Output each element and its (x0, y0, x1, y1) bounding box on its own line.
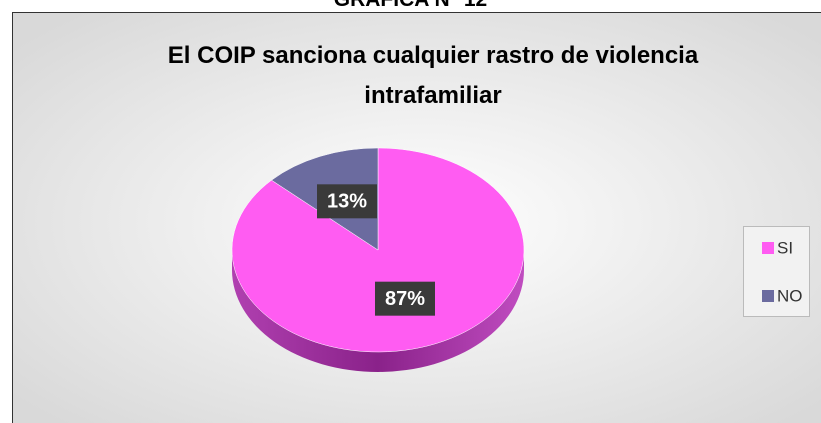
legend-label: NO (777, 286, 803, 305)
data-label-bg (317, 184, 378, 219)
data-label-bg (374, 281, 435, 316)
legend-swatch (762, 242, 774, 254)
pie-side (232, 250, 524, 372)
page-header: GRÁFICA N° 12 (0, 0, 821, 12)
chart-title: El COIP sanciona cualquier rastro de vio… (167, 42, 699, 109)
data-label: 87% (385, 288, 425, 310)
legend-label: SI (777, 238, 793, 257)
legend-box (743, 226, 810, 317)
legend-swatch (762, 290, 774, 302)
data-label: 13% (327, 191, 367, 213)
